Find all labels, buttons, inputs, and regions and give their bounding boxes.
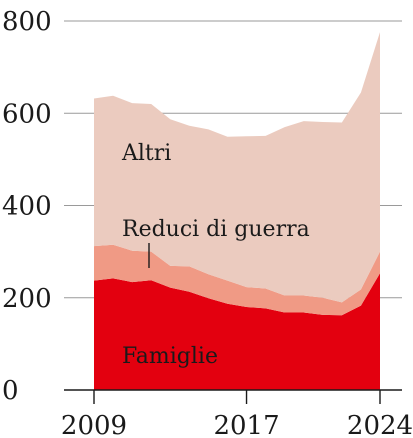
- series-label-altri: Altri: [121, 141, 171, 166]
- x-tick-label: 2024: [347, 411, 413, 438]
- y-tick-label: 800: [2, 7, 52, 37]
- y-tick-label: 600: [2, 99, 52, 129]
- series-label-famiglie: Famiglie: [122, 344, 218, 369]
- y-tick-label: 400: [2, 192, 52, 222]
- x-axis: [64, 389, 402, 404]
- x-tick-label: 2009: [61, 411, 127, 438]
- y-tick-label: 200: [2, 284, 52, 314]
- area-reduci-di-guerra: [94, 244, 380, 316]
- area-famiglie: [94, 273, 380, 390]
- area-series: [94, 32, 380, 390]
- labels: 0 200 400 600 800 2009 2017 2024 Famiglie Reduci …: [2, 7, 413, 438]
- series-label-reduci-di-guerra: Reduci di guerra: [122, 217, 310, 242]
- x-tick-label: 2017: [213, 411, 279, 438]
- area-altri: [94, 32, 380, 303]
- y-tick-label: 0: [2, 376, 19, 406]
